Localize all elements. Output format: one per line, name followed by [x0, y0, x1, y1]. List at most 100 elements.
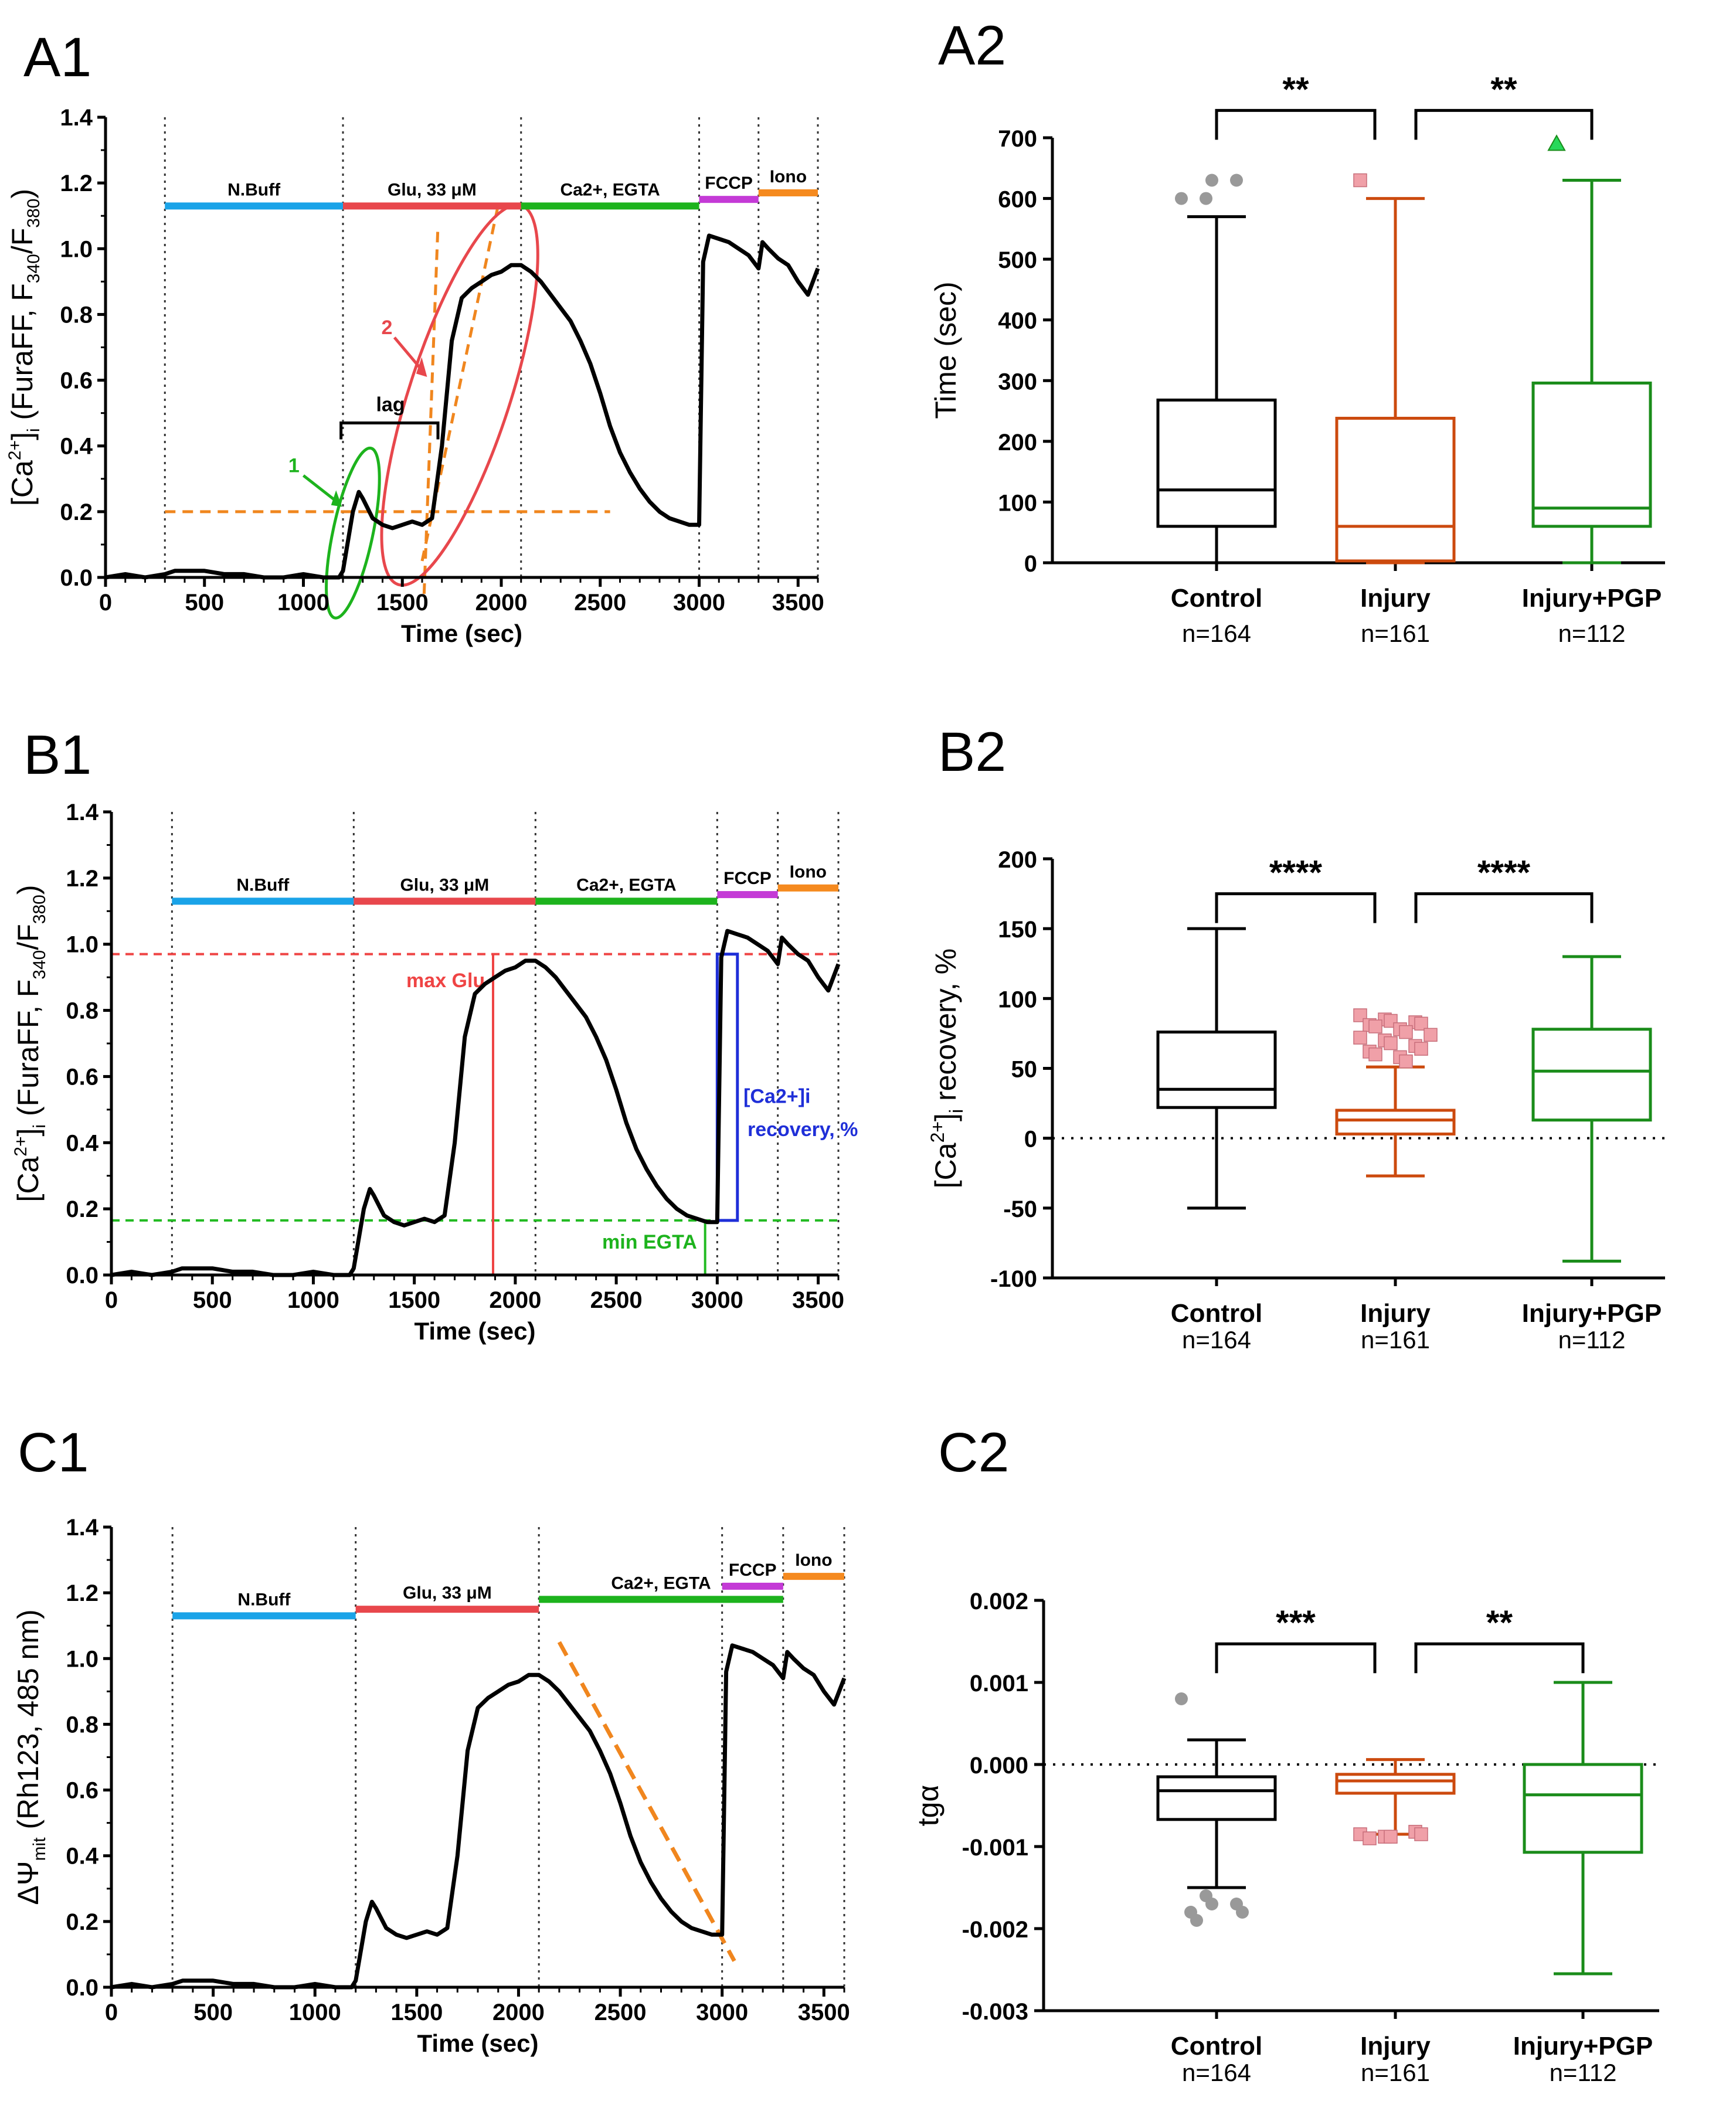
- treatment-bar: [172, 1612, 356, 1620]
- x-tick-labels: 0 500 1000 1500 2000 2500 3000 3500: [105, 2000, 850, 2025]
- treatment-bar-label: Iono: [770, 167, 807, 186]
- chart-a2: 0 100 200 300 400 500 600 700 Control n=164 Injury…: [929, 70, 1665, 647]
- iqr-box: [1531, 381, 1652, 528]
- y-tick-labels: 0.0 0.2 0.4 0.6 0.8 1.0 1.2 1.4: [66, 800, 98, 1288]
- treatment-bar-label: FCCP: [723, 869, 772, 888]
- x-tick-label: 1500: [390, 2000, 443, 2025]
- treatment-bar: [521, 202, 699, 210]
- treatment-bar: [355, 1606, 539, 1613]
- category-label: Injury: [1360, 1299, 1431, 1328]
- n-label: n=161: [1361, 1326, 1430, 1354]
- category-label: Control: [1171, 584, 1262, 613]
- n-label: n=161: [1361, 2059, 1430, 2086]
- x-tick-label: 3500: [772, 590, 824, 616]
- x-tick-label: 3000: [691, 1287, 743, 1313]
- panel-label-a1: A1: [23, 26, 91, 89]
- iqr-box: [1531, 1028, 1652, 1122]
- y-tick-label: 0: [1024, 551, 1037, 577]
- y-tick-label: 0.6: [60, 368, 93, 394]
- y-tick-label: 0.2: [60, 499, 93, 525]
- x-tick-label: 1000: [287, 1287, 339, 1313]
- y-tick-label: 700: [998, 126, 1037, 152]
- x-axis-label: Time (sec): [401, 620, 522, 647]
- category-label: Injury+PGP: [1513, 2032, 1653, 2061]
- y-tick-label: -50: [1003, 1196, 1037, 1222]
- category-label: Injury+PGP: [1522, 1299, 1662, 1328]
- iqr-box: [1156, 1775, 1277, 1821]
- x-tick-label: 2500: [594, 2000, 647, 2025]
- significance-bracket: [1414, 1642, 1585, 1674]
- chart-b1: max Glu min EGTA [Ca2+]i recovery, % N.Buff…: [11, 800, 858, 1345]
- y-tick-label: 0.000: [970, 1753, 1028, 1779]
- y-tick-label: 1.2: [66, 866, 98, 892]
- treatment-bar: [777, 884, 838, 892]
- y-tick-label: 0.0: [66, 1975, 98, 2001]
- x-tick-label: 3000: [673, 590, 725, 616]
- y-tick-label: -100: [990, 1266, 1037, 1292]
- significance-label: ****: [1477, 854, 1531, 892]
- treatment-bar-label: N.Buff: [236, 875, 290, 895]
- x-tick-label: 2500: [590, 1287, 643, 1313]
- y-tick-label: 1.4: [66, 1515, 98, 1541]
- treatment-bar-label: Iono: [790, 862, 827, 882]
- panel-label-a2: A2: [938, 15, 1006, 77]
- outlier-point: [1414, 1827, 1428, 1841]
- y-axis-label: tgα: [912, 1785, 945, 1827]
- outlier-point: [1200, 192, 1212, 205]
- box-plot-b2: -100-50050100150200Controln=164Injuryn=1…: [990, 847, 1665, 1354]
- x-tick-label: 0: [105, 2000, 118, 2025]
- x-tick-labels: 0 500 1000 1500 2000 2500 3000 3500: [105, 1287, 844, 1313]
- treatment-bar-label: Ca2+, EGTA: [576, 875, 676, 895]
- treatment-bar-label: Glu, 33 μM: [400, 875, 489, 895]
- treatment-bar-label: Glu, 33 μM: [388, 180, 477, 199]
- y-tick-label: 1.2: [66, 1580, 98, 1606]
- y-tick-label: 100: [998, 490, 1037, 516]
- y-tick-label: 1.0: [66, 932, 98, 958]
- treatment-bar: [758, 189, 818, 196]
- outlier-point: [1230, 174, 1243, 187]
- treatment-bar-label: Glu, 33 μM: [403, 1583, 492, 1603]
- y-tick-label: 0.6: [66, 1064, 98, 1090]
- marker-2-label: 2: [381, 317, 392, 339]
- y-tick-label: 0.8: [66, 998, 98, 1024]
- x-tick-label: 3000: [696, 2000, 748, 2025]
- calcium-trace: [105, 233, 820, 580]
- y-tick-label: 0.001: [970, 1671, 1028, 1696]
- y-tick-labels: 0.0 0.2 0.4 0.6 0.8 1.0 1.2 1.4: [60, 105, 93, 591]
- treatment-bar: [535, 897, 718, 905]
- y-tick-label: 0.8: [66, 1712, 98, 1738]
- x-tick-label: 3500: [792, 1287, 844, 1313]
- axes-b1: [103, 810, 840, 1284]
- box-plot-a2: 0 100 200 300 400 500 600 700 Control n=164 Injury…: [998, 70, 1665, 647]
- max-glu-label: max Glu: [406, 970, 485, 992]
- iqr-box: [1156, 398, 1277, 528]
- y-tick-label: 0.2: [66, 1196, 98, 1222]
- outlier-point: [1205, 1898, 1218, 1910]
- y-axis-label: [Ca2+]i recovery, %: [927, 948, 967, 1188]
- y-axis-label: Time (sec): [929, 281, 962, 419]
- y-tick-label: -0.002: [962, 1917, 1028, 1943]
- outlier-point: [1384, 1830, 1398, 1844]
- iqr-box: [1335, 1109, 1456, 1136]
- n-label: n=164: [1182, 1326, 1251, 1354]
- treatment-bar: [699, 196, 759, 203]
- y-tick-label: 0.0: [60, 565, 93, 591]
- y-tick-labels: 0.0 0.2 0.4 0.6 0.8 1.0 1.2 1.4: [66, 1515, 98, 2001]
- treatment-bar: [783, 1573, 844, 1580]
- arrow-2: [393, 336, 423, 372]
- outlier-point: [1399, 1054, 1413, 1069]
- x-tick-label: 500: [193, 1287, 232, 1313]
- significance-label: **: [1282, 70, 1309, 108]
- treatment-bar: [354, 897, 536, 905]
- x-tick-label: 1500: [376, 590, 429, 616]
- treatment-bar-label: N.Buff: [237, 1590, 291, 1609]
- outlier-point: [1175, 1692, 1188, 1705]
- y-tick-label: 1.4: [60, 105, 93, 131]
- treatment-bar: [172, 897, 354, 905]
- calcium-trace: [111, 929, 841, 1277]
- outlier-point: [1236, 1906, 1249, 1919]
- iqr-box: [1523, 1763, 1643, 1854]
- outlier-point: [1424, 1028, 1438, 1042]
- x-tick-label: 0: [105, 1287, 118, 1313]
- annotations-c1: [557, 1641, 736, 1962]
